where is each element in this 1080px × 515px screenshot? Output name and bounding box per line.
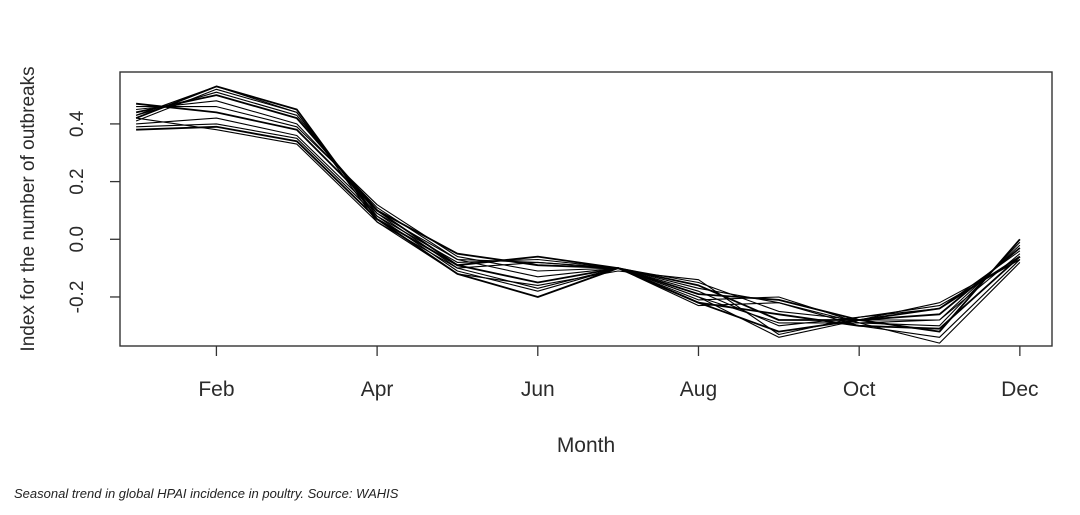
x-axis: Feb Apr Jun Aug Oct Dec [198, 346, 1039, 401]
x-axis-label: Month [557, 434, 615, 457]
x-tick-label: Aug [680, 378, 717, 401]
y-axis: 0.4 0.2 0.0 -0.2 [67, 110, 120, 313]
figure-caption: Seasonal trend in global HPAI incidence … [14, 486, 399, 501]
series-line-6 [136, 106, 1021, 327]
y-tick-label: -0.2 [67, 281, 88, 314]
series-line-7 [136, 102, 1021, 333]
chart: Feb Apr Jun Aug Oct Dec 0.4 0.2 0.0 -0.2 Month I… [18, 66, 1053, 457]
series-line-1 [135, 85, 1021, 333]
series-line-9 [136, 123, 1021, 338]
x-tick-label: Dec [1001, 378, 1038, 401]
series-line-4 [135, 94, 1021, 321]
series-line-12 [135, 85, 1021, 336]
x-tick-label: Feb [198, 378, 234, 401]
series-line-5 [136, 100, 1021, 321]
series-line-8 [136, 117, 1021, 344]
series-line-10 [136, 125, 1021, 330]
y-tick-label: 0.0 [67, 226, 88, 252]
y-axis-label: Index for the number of outbreaks [18, 66, 39, 351]
series-line-11 [136, 117, 1021, 324]
x-tick-label: Jun [521, 378, 555, 401]
x-tick-label: Apr [361, 378, 394, 401]
series-line-3 [135, 91, 1021, 327]
plot-area [119, 71, 1053, 347]
series-line-2 [135, 88, 1021, 338]
x-tick-label: Oct [843, 378, 876, 401]
y-tick-label: 0.4 [67, 110, 88, 137]
y-tick-label: 0.2 [67, 168, 88, 194]
series-lines [135, 85, 1021, 344]
